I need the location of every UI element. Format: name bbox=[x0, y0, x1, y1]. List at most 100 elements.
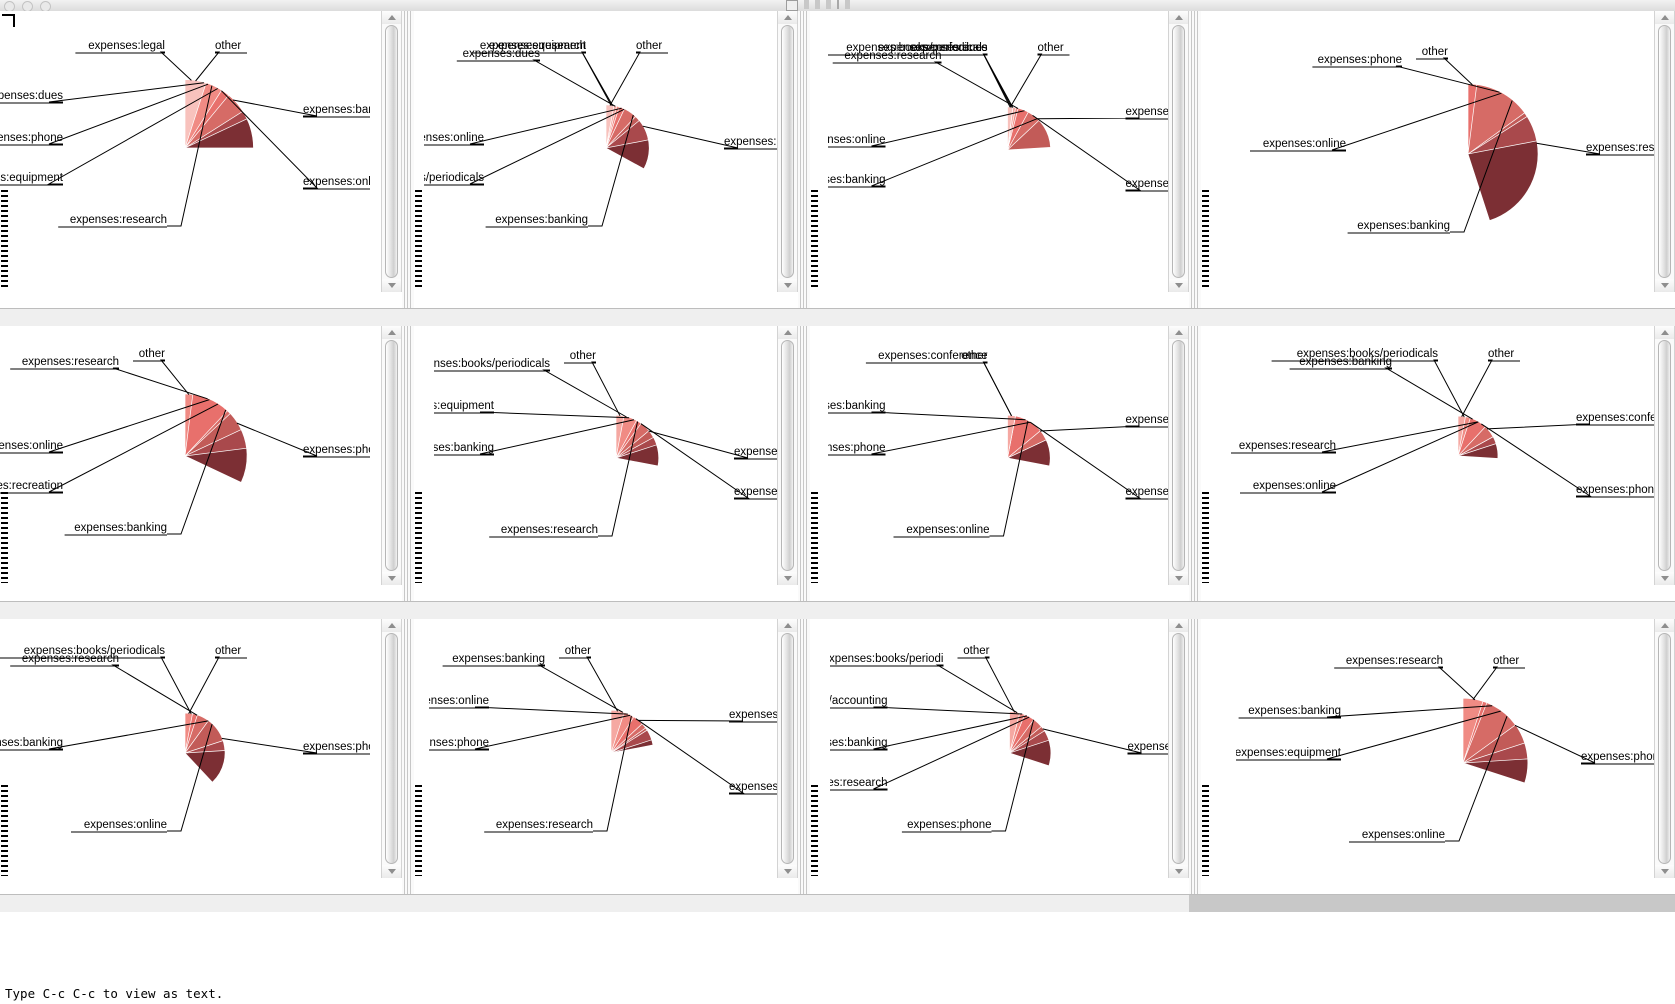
scroll-up-button[interactable] bbox=[1655, 619, 1674, 632]
undo-icon[interactable] bbox=[845, 0, 850, 9]
scroll-up-button[interactable] bbox=[1169, 11, 1188, 24]
open-file-icon[interactable] bbox=[22, 1, 33, 11]
scrollbar-thumb[interactable] bbox=[1172, 340, 1185, 571]
vertical-scrollbar[interactable] bbox=[777, 11, 798, 292]
window-separator[interactable] bbox=[1189, 619, 1201, 895]
scroll-up-button[interactable] bbox=[778, 619, 797, 632]
scroll-down-button[interactable] bbox=[1655, 572, 1674, 585]
scroll-down-button[interactable] bbox=[778, 279, 797, 292]
image-canvas[interactable]: expenses:phone expenses:online expenses:eq… bbox=[1236, 625, 1675, 895]
mode-line[interactable]: -:--- 200912.png All (1,0) (Image[png]) … bbox=[1189, 894, 1675, 912]
scrollbar-thumb[interactable] bbox=[385, 633, 398, 864]
emacs-window-200908[interactable]: expenses:conference expenses:phone expense… bbox=[1189, 326, 1675, 619]
save-file-icon[interactable] bbox=[40, 1, 51, 11]
scrollbar-thumb[interactable] bbox=[781, 633, 794, 864]
scrollbar-thumb[interactable] bbox=[781, 25, 794, 278]
scrollbar-thumb[interactable] bbox=[781, 340, 794, 571]
copy-icon[interactable] bbox=[815, 0, 820, 9]
emacs-window-200901[interactable]: expenses:banking expenses:online expenses:… bbox=[0, 11, 402, 326]
image-canvas[interactable]: expenses:onlineexpenses:phoneexpenses:re… bbox=[830, 619, 1189, 891]
scroll-down-button[interactable] bbox=[1655, 865, 1674, 878]
mode-line[interactable]: -:--- 200907.png All (1,0) (Image[png]) … bbox=[798, 601, 1189, 619]
scrollbar-thumb[interactable] bbox=[385, 340, 398, 571]
scrollbar-thumb[interactable] bbox=[385, 25, 398, 278]
window-separator[interactable] bbox=[402, 11, 414, 309]
image-canvas[interactable]: expenses:banking expenses:online expenses:… bbox=[0, 11, 370, 297]
scroll-up-button[interactable] bbox=[1655, 326, 1674, 339]
scroll-up-button[interactable] bbox=[778, 11, 797, 24]
mode-line[interactable]: -:--- 200904.png All (1,0) (Image[png]) … bbox=[1189, 308, 1675, 326]
cut-icon[interactable] bbox=[804, 0, 809, 9]
emacs-window-200904[interactable]: expenses:res expenses:banking expenses:onl… bbox=[1189, 11, 1675, 326]
window-separator[interactable] bbox=[798, 11, 810, 309]
scroll-up-button[interactable] bbox=[778, 326, 797, 339]
vertical-scrollbar[interactable] bbox=[1168, 326, 1189, 585]
scroll-up-button[interactable] bbox=[382, 11, 401, 24]
mode-line[interactable]: -:--- 200911.png All (1,0) (Image[png]) … bbox=[798, 894, 1189, 912]
image-canvas[interactable]: expenses:phone expenses:banking expenses:b… bbox=[424, 11, 788, 297]
image-canvas[interactable]: expenses:phone expenses:online expenses:ba… bbox=[0, 619, 370, 891]
image-canvas[interactable]: expenses:phoneexpenses:equipmentexpenses… bbox=[828, 11, 1187, 299]
scroll-down-button[interactable] bbox=[1655, 279, 1674, 292]
image-canvas[interactable]: expenses:res expenses:banking expenses:onl… bbox=[1241, 11, 1675, 303]
vertical-scrollbar[interactable] bbox=[1654, 326, 1675, 585]
scroll-down-button[interactable] bbox=[382, 279, 401, 292]
scroll-up-button[interactable] bbox=[1169, 619, 1188, 632]
scrollbar-thumb[interactable] bbox=[1172, 25, 1185, 278]
emacs-window-200903[interactable]: expenses:phoneexpenses:equipmentexpenses… bbox=[798, 11, 1189, 326]
scroll-up-button[interactable] bbox=[1655, 11, 1674, 24]
mode-line[interactable]: -:--- 200902.png All (1,0) (Image[png]) … bbox=[402, 308, 798, 326]
scroll-up-button[interactable] bbox=[1169, 326, 1188, 339]
print-icon[interactable] bbox=[786, 0, 798, 11]
vertical-scrollbar[interactable] bbox=[1654, 11, 1675, 292]
vertical-scrollbar[interactable] bbox=[777, 326, 798, 585]
vertical-scrollbar[interactable] bbox=[381, 619, 402, 878]
mode-line[interactable]: -:--- 200901.png All (1,0) (Image[png]) … bbox=[0, 308, 402, 326]
emacs-window-200912[interactable]: expenses:phone expenses:online expenses:eq… bbox=[1189, 619, 1675, 912]
image-canvas[interactable]: expenses:conference expenses:phone expense… bbox=[1231, 326, 1675, 594]
mode-line[interactable]: -:--- 200909.png All (1,0) (Image[png]) … bbox=[0, 894, 402, 912]
vertical-scrollbar[interactable] bbox=[1168, 619, 1189, 878]
image-canvas[interactable]: expenses:legal/accounexpenses:books/peri… bbox=[429, 619, 793, 891]
image-canvas[interactable]: expenses:phoneexpenses:onlineexpenses:re… bbox=[434, 326, 798, 596]
scrollbar-thumb[interactable] bbox=[1658, 25, 1671, 278]
emacs-window-200907[interactable]: expenses:researchexpenses:books/periodic… bbox=[798, 326, 1189, 619]
vertical-scrollbar[interactable] bbox=[381, 326, 402, 585]
new-file-icon[interactable] bbox=[4, 1, 15, 11]
scroll-up-button[interactable] bbox=[382, 326, 401, 339]
mode-line[interactable]: -:--- 200903.png All (1,0) (Image[png]) … bbox=[798, 308, 1189, 326]
scroll-down-button[interactable] bbox=[1169, 279, 1188, 292]
window-separator[interactable] bbox=[1189, 326, 1201, 602]
vertical-scrollbar[interactable] bbox=[777, 619, 798, 878]
mode-line[interactable]: -:--- 200905.png All (1,0) (Image[png]) … bbox=[0, 601, 402, 619]
scroll-down-button[interactable] bbox=[382, 572, 401, 585]
scroll-down-button[interactable] bbox=[1169, 572, 1188, 585]
vertical-scrollbar[interactable] bbox=[381, 11, 402, 292]
scroll-down-button[interactable] bbox=[778, 572, 797, 585]
emacs-window-200905[interactable]: expenses:phone expenses:banking expenses:r… bbox=[0, 326, 402, 619]
toolbar-center-icons[interactable] bbox=[786, 0, 850, 11]
emacs-window-200911[interactable]: expenses:onlineexpenses:phoneexpenses:re… bbox=[798, 619, 1189, 912]
window-separator[interactable] bbox=[798, 326, 810, 602]
paste-icon[interactable] bbox=[826, 0, 831, 9]
mode-line[interactable]: -:--- 200910.png All (1,0) (Image[png]) … bbox=[402, 894, 798, 912]
scroll-down-button[interactable] bbox=[1169, 865, 1188, 878]
scrollbar-thumb[interactable] bbox=[1658, 340, 1671, 571]
mode-line[interactable]: -:--- 200906.png All (1,0) (Image[png]) … bbox=[402, 601, 798, 619]
emacs-window-200902[interactable]: expenses:phone expenses:banking expenses:b… bbox=[402, 11, 798, 326]
window-separator[interactable] bbox=[402, 619, 414, 895]
image-canvas[interactable]: expenses:phone expenses:banking expenses:r… bbox=[0, 326, 370, 594]
mode-line[interactable]: -:--- 200908.png All (1,0) (Image[png]) … bbox=[1189, 601, 1675, 619]
vertical-scrollbar[interactable] bbox=[1168, 11, 1189, 292]
scroll-down-button[interactable] bbox=[382, 865, 401, 878]
scroll-down-button[interactable] bbox=[778, 865, 797, 878]
toolbar-left-icons[interactable] bbox=[4, 1, 51, 11]
image-canvas[interactable]: expenses:researchexpenses:books/periodic… bbox=[828, 326, 1187, 596]
emacs-window-200906[interactable]: expenses:phoneexpenses:onlineexpenses:re… bbox=[402, 326, 798, 619]
emacs-window-200909[interactable]: expenses:phone expenses:online expenses:ba… bbox=[0, 619, 402, 912]
scrollbar-thumb[interactable] bbox=[1172, 633, 1185, 864]
scrollbar-thumb[interactable] bbox=[1658, 633, 1671, 864]
window-separator[interactable] bbox=[798, 619, 810, 895]
scroll-up-button[interactable] bbox=[382, 619, 401, 632]
vertical-scrollbar[interactable] bbox=[1654, 619, 1675, 878]
